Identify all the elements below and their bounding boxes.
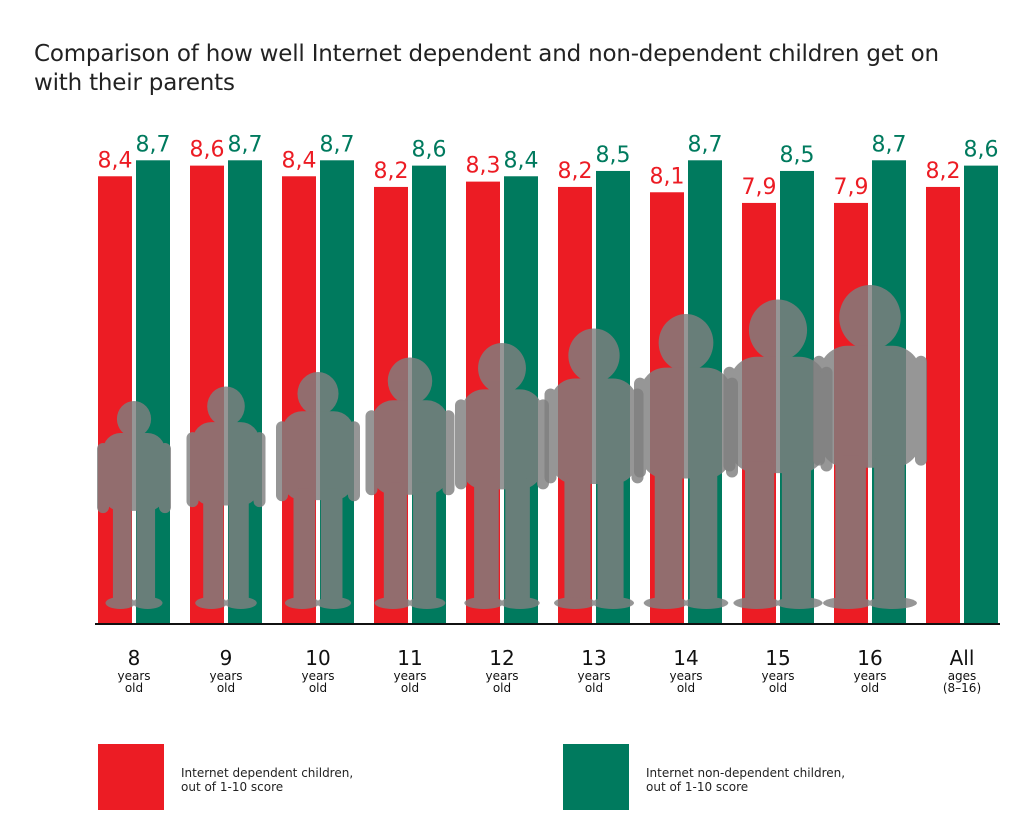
category-sublabel-1-1: old [217,681,235,695]
category-sublabel-8-0: years [853,669,886,683]
value-label-non-dependent-3: 8,6 [412,138,447,163]
category-label-1: 9 [220,646,233,670]
category-sublabel-2-0: years [301,669,334,683]
value-label-dependent-4: 8,3 [466,154,501,179]
value-label-non-dependent-1: 8,7 [228,132,263,157]
category-sublabel-9-0: ages [948,669,977,683]
category-sublabel-2-1: old [309,681,327,695]
category-sublabel-3-1: old [401,681,419,695]
category-sublabel-9-1: (8–16) [943,681,981,695]
category-label-9: All [950,646,975,670]
child-silhouette-8 [813,285,927,609]
category-label-6: 14 [673,646,698,670]
value-label-non-dependent-9: 8,6 [964,138,999,163]
value-label-dependent-3: 8,2 [374,159,409,184]
child-silhouette-1 [186,386,266,609]
legend-swatch-dependent [98,744,164,810]
category-sublabel-4-1: old [493,681,511,695]
value-label-non-dependent-5: 8,5 [596,143,631,168]
chart-title: Comparison of how well Internet dependen… [34,41,939,96]
value-label-non-dependent-8: 8,7 [872,132,907,157]
category-sublabel-0-1: old [125,681,143,695]
value-label-dependent-1: 8,6 [190,138,225,163]
category-sublabel-1-0: years [209,669,242,683]
legend-label-non-dependent: Internet non-dependent children, out of … [646,766,846,794]
category-label-5: 13 [581,646,606,670]
value-label-dependent-2: 8,4 [282,148,317,173]
value-label-dependent-8: 7,9 [834,175,869,200]
value-label-non-dependent-0: 8,7 [136,132,171,157]
silhouettes-layer [97,285,927,609]
value-labels-layer: 8,48,7 8,6 8,78,48,78,28,68,3 8,4 8,28,58,18… [98,132,999,200]
category-sublabel-7-1: old [769,681,787,695]
category-sublabel-5-1: old [585,681,603,695]
bar-dependent-9 [926,186,960,624]
value-label-dependent-7: 7,9 [742,175,777,200]
category-label-8: 16 [857,646,882,670]
category-sublabel-8-1: old [861,681,879,695]
category-sublabel-6-1: old [677,681,695,695]
category-label-0: 8 [128,646,141,670]
bar-chart: 8,48,7 8,6 8,78,48,78,28,68,3 8,4 8,28,58,18… [95,132,1000,695]
value-label-dependent-0: 8,4 [98,148,133,173]
category-sublabel-6-0: years [669,669,702,683]
value-label-dependent-5: 8,2 [558,159,593,184]
bar-non-dependent-9 [964,165,998,624]
category-label-2: 10 [305,646,330,670]
category-label-4: 12 [489,646,514,670]
category-label-7: 15 [765,646,790,670]
value-label-dependent-6: 8,1 [650,164,685,189]
value-label-dependent-9: 8,2 [926,159,961,184]
legend-label-dependent: Internet dependent children, out of 1-10… [181,766,354,794]
legend-swatch-non-dependent [563,744,629,810]
value-label-non-dependent-7: 8,5 [780,143,815,168]
category-label-3: 11 [397,646,422,670]
child-silhouette-3 [365,357,455,609]
category-sublabel-3-0: years [393,669,426,683]
child-silhouette-2 [276,372,360,609]
value-label-non-dependent-6: 8,7 [688,132,723,157]
category-sublabel-4-0: years [485,669,518,683]
category-labels-layer: 8yearsold9yearsold10yearsold11yearsold12… [117,646,981,695]
category-sublabel-7-0: years [761,669,794,683]
value-label-non-dependent-4: 8,4 [504,148,539,173]
child-silhouette-4 [455,343,549,609]
category-sublabel-0-0: years [117,669,150,683]
value-label-non-dependent-2: 8,7 [320,132,355,157]
child-silhouette-0 [97,401,171,609]
category-sublabel-5-0: years [577,669,610,683]
child-silhouette-6 [634,314,738,609]
child-silhouette-7 [723,299,833,609]
